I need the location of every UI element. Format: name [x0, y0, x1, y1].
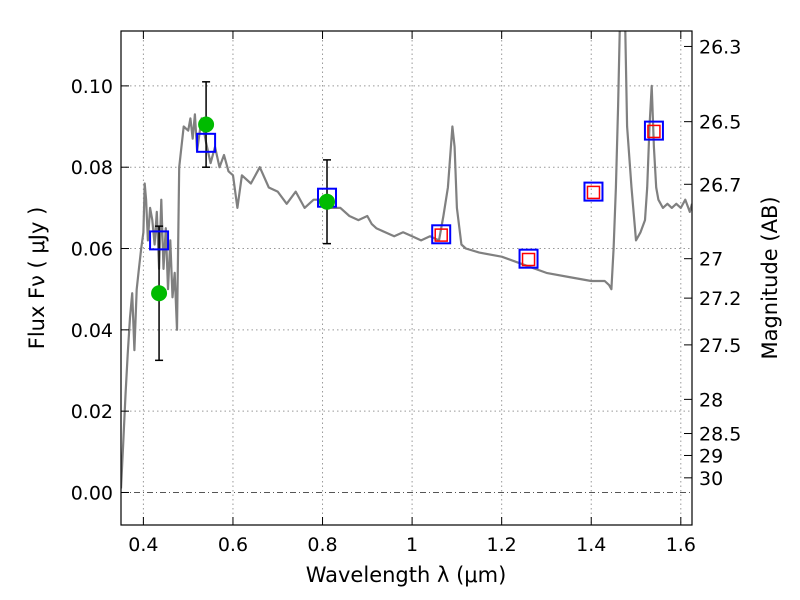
x-tick-label: 1.6: [666, 534, 696, 556]
right-axis-title: Magnitude (AB): [758, 196, 782, 359]
x-tick-label: 1: [406, 534, 418, 556]
plot-frame: [120, 30, 693, 526]
x-tick-label: 0.6: [218, 534, 248, 556]
right-tick-label: 27.5: [699, 335, 741, 357]
photometry-marks: [149, 81, 664, 362]
y-tick-label: 0.00: [71, 482, 113, 504]
model-flux-square: [196, 132, 217, 153]
y-tick-label: 0.06: [71, 239, 113, 261]
right-tick-label: 29: [699, 445, 723, 467]
model-flux-square: [643, 120, 664, 141]
x-axis-title: Wavelength λ (μm): [306, 563, 507, 587]
photometry-red-square: [434, 228, 448, 242]
y-axis-title: Flux Fν ( μJy ): [25, 207, 49, 350]
right-tick-label: 26.3: [699, 36, 741, 58]
y-tick-label: 0.08: [71, 157, 113, 179]
observed-flux-point: [198, 116, 215, 133]
model-flux-square: [583, 181, 604, 202]
right-tick-label: 27: [699, 249, 723, 271]
y-tick-label: 0.04: [71, 320, 113, 342]
y-tick-label: 0.02: [71, 401, 113, 423]
model-flux-square: [431, 224, 452, 245]
x-tick-label: 0.8: [307, 534, 337, 556]
right-tick-label: 26.7: [699, 174, 741, 196]
axis-ticks: 0.4 0.6 0.8 1 1.2 1.4 1.6 0.00 0.02 0.04 0.06 0.08 0…: [71, 31, 741, 556]
grid: [121, 31, 692, 525]
x-tick-label: 1.4: [576, 534, 606, 556]
photometry-red-square: [521, 252, 536, 267]
x-tick-label: 1.2: [487, 534, 517, 556]
right-tick-label: 28.5: [699, 424, 741, 446]
model-flux-square: [149, 230, 170, 251]
model-flux-square: [518, 248, 539, 269]
x-tick-label: 0.4: [128, 534, 158, 556]
observed-flux-point: [319, 193, 336, 210]
right-tick-label: 27.2: [699, 288, 741, 310]
right-tick-label: 28: [699, 389, 723, 411]
right-tick-label: 30: [699, 468, 723, 490]
photometry-red-square: [586, 185, 601, 200]
observed-flux-point: [151, 285, 168, 302]
y-tick-label: 0.10: [71, 76, 113, 98]
right-tick-label: 26.5: [699, 112, 741, 134]
photometry-red-square: [647, 124, 661, 139]
